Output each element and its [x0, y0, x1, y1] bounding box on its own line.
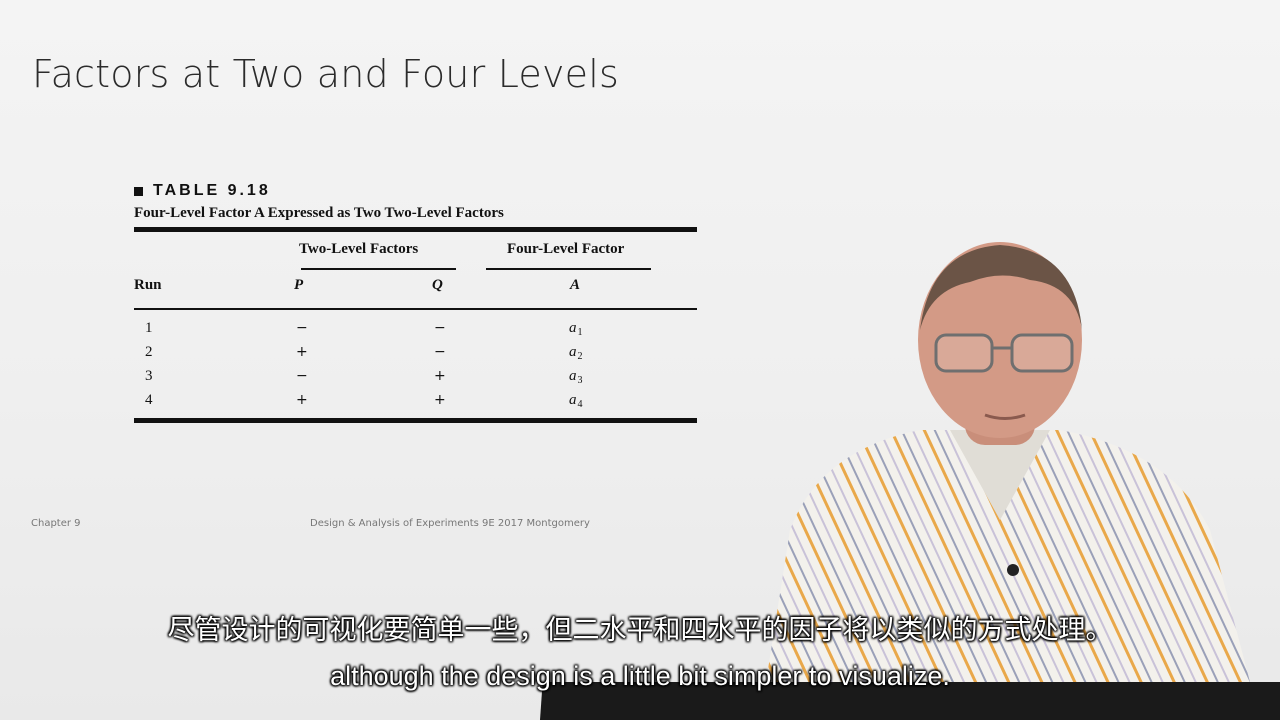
- table-cell-q: −: [434, 343, 446, 360]
- table-caption: Four-Level Factor A Expressed as Two Two…: [134, 205, 504, 221]
- table-cell-a: a4: [569, 392, 583, 410]
- glasses-right-lens: [1010, 333, 1074, 373]
- column-header-run: Run: [134, 277, 162, 293]
- table-label: TABLE 9.18: [134, 180, 697, 202]
- group-header-two-level: Two-Level Factors: [299, 241, 419, 257]
- footer-chapter: Chapter 9: [31, 518, 81, 529]
- table-cell-a: a2: [569, 344, 583, 362]
- table-header: Two-Level Factors Four-Level Factor Run …: [134, 232, 697, 304]
- table-cell-p: +: [296, 343, 308, 360]
- table-cell-a-letter: a: [569, 391, 577, 408]
- table-9-18: TABLE 9.18 Four-Level Factor A Expressed…: [134, 180, 697, 423]
- column-header-q: Q: [432, 277, 443, 293]
- slide-title: Factors at Two and Four Levels: [32, 52, 620, 96]
- table-cell-a-letter: a: [569, 319, 577, 336]
- glasses-left-lens: [934, 333, 994, 373]
- table-cell-a-letter: a: [569, 367, 577, 384]
- column-header-a: A: [570, 277, 581, 293]
- table-cell-a: a3: [569, 368, 583, 386]
- table-bottom-rule: [134, 417, 697, 423]
- table-cell-a-subscript: 3: [577, 374, 583, 386]
- table-cell-run: 3: [145, 367, 153, 384]
- table-cell-a: a1: [569, 320, 583, 338]
- group-header-four-level: Four-Level Factor: [507, 241, 625, 257]
- column-header-p: P: [294, 277, 304, 293]
- table-cell-a-subscript: 4: [577, 398, 583, 410]
- table-cell-run: 2: [145, 343, 153, 360]
- shirt-collar: [950, 430, 1050, 520]
- hair: [920, 245, 1082, 330]
- table-cell-q: −: [434, 319, 446, 336]
- table-cell-p: −: [296, 367, 308, 384]
- table-cell-a-letter: a: [569, 343, 577, 360]
- table-cell-a-subscript: 2: [577, 350, 583, 362]
- subtitle-english: although the design is a little bit simp…: [330, 661, 950, 691]
- table-body: 1 − − a1 2 + − a2 3 − + a3 4 + + a4: [134, 310, 697, 418]
- table-label-text: TABLE 9.18: [153, 182, 271, 199]
- table-cell-q: +: [434, 391, 446, 408]
- mouth: [984, 413, 1026, 420]
- lapel-microphone-icon: [1007, 564, 1019, 576]
- group-underline-two-level: [301, 268, 456, 270]
- presenter-video: [760, 242, 1260, 720]
- subtitle-chinese: 尽管设计的可视化要简单一些，但二水平和四水平的因子将以类似的方式处理。: [167, 615, 1113, 646]
- square-bullet-icon: [134, 186, 143, 196]
- table-cell-run: 1: [145, 319, 153, 336]
- table-top-rule: [134, 227, 697, 232]
- head: [918, 242, 1082, 438]
- table-cell-p: −: [296, 319, 308, 336]
- table-cell-run: 4: [145, 391, 153, 408]
- table-cell-p: +: [296, 391, 308, 408]
- table-header-rule: [134, 308, 697, 310]
- table-cell-a-subscript: 1: [577, 326, 583, 338]
- table-cell-q: +: [434, 367, 446, 384]
- group-underline-four-level: [486, 268, 651, 270]
- footer-book-credit: Design & Analysis of Experiments 9E 2017…: [310, 518, 590, 529]
